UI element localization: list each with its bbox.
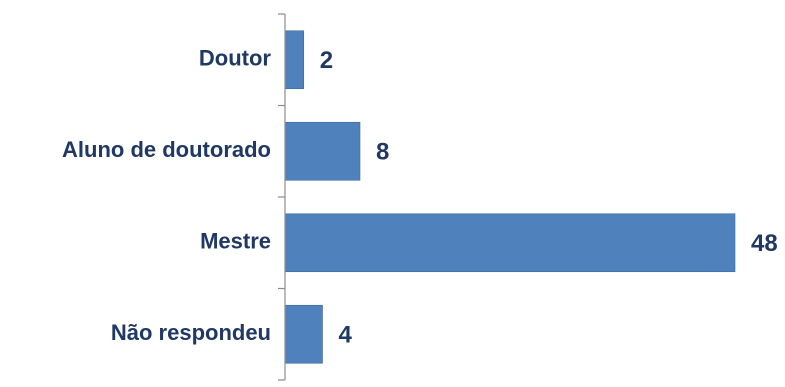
value-labels: 2 8 48 4 (320, 47, 778, 349)
value-label: 4 (339, 322, 353, 349)
bar (284, 121, 361, 181)
category-label: Não respondeu (111, 320, 271, 345)
bars-group (284, 30, 736, 364)
y-axis-ticks (278, 13, 285, 381)
category-labels: Doutor Aluno de doutorado Mestre Não respon… (62, 46, 271, 346)
bar (284, 213, 736, 273)
bar (284, 30, 305, 90)
bar (284, 304, 323, 364)
value-label: 48 (751, 230, 778, 257)
category-label: Mestre (200, 229, 271, 254)
value-label: 2 (320, 47, 333, 74)
category-label: Doutor (199, 46, 272, 71)
value-label: 8 (376, 139, 389, 166)
category-label: Aluno de doutorado (62, 137, 271, 162)
